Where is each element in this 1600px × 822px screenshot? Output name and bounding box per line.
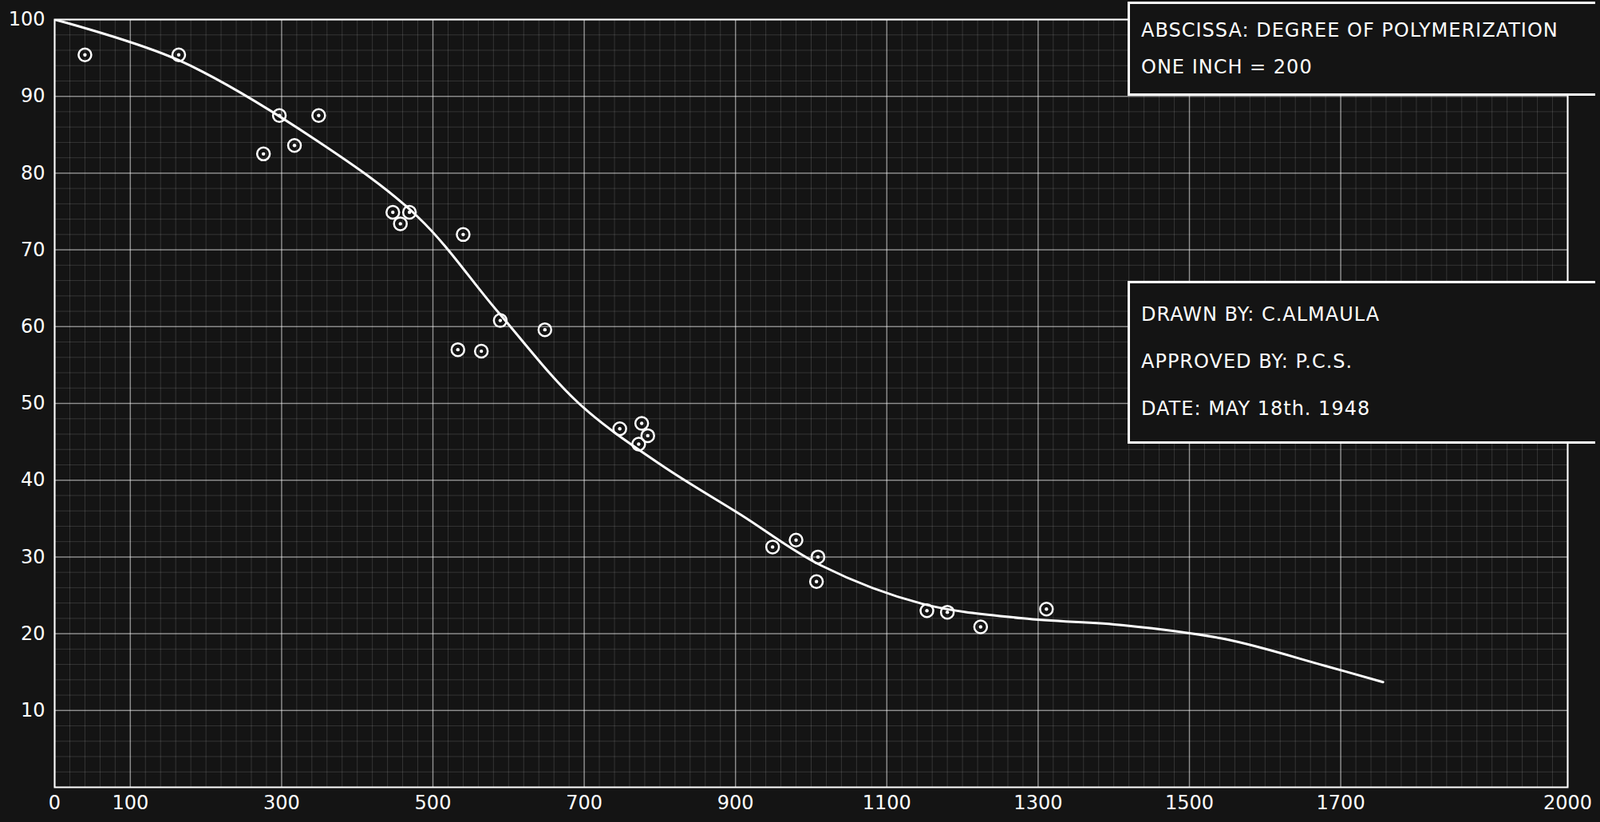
svg-text:100: 100 bbox=[111, 791, 149, 814]
svg-text:900: 900 bbox=[717, 791, 755, 814]
html-text:DRAWN BY: C.ALMAULA: DRAWN BY: C.ALMAULA bbox=[1141, 303, 1380, 326]
svg-text:100: 100 bbox=[8, 7, 46, 31]
svg-text:90: 90 bbox=[20, 84, 46, 107]
svg-text:700: 700 bbox=[565, 791, 603, 814]
svg-text:0: 0 bbox=[48, 791, 61, 814]
svg-text:10: 10 bbox=[20, 699, 46, 722]
svg-text:70: 70 bbox=[20, 238, 46, 261]
svg-text:500: 500 bbox=[414, 791, 452, 814]
svg-text:50: 50 bbox=[20, 391, 46, 415]
html-text:APPROVED BY: P.C.S.: APPROVED BY: P.C.S. bbox=[1141, 350, 1353, 373]
svg-text:80: 80 bbox=[20, 161, 46, 185]
svg-text:60: 60 bbox=[20, 315, 46, 338]
svg-text:1500: 1500 bbox=[1165, 791, 1214, 814]
svg-text:1300: 1300 bbox=[1013, 791, 1063, 814]
html-text:ONE INCH = 200: ONE INCH = 200 bbox=[1141, 55, 1313, 79]
svg-text:1100: 1100 bbox=[862, 791, 912, 814]
html-text:DATE: MAY 18th. 1948: DATE: MAY 18th. 1948 bbox=[1141, 397, 1371, 420]
svg-text:1700: 1700 bbox=[1316, 791, 1366, 814]
svg-text:30: 30 bbox=[20, 545, 46, 569]
svg-text:40: 40 bbox=[20, 468, 46, 491]
svg-text:300: 300 bbox=[263, 791, 301, 814]
html-text:ABSCISSA: DEGREE OF POLYMERIZA: ABSCISSA: DEGREE OF POLYMERIZATION bbox=[1141, 19, 1559, 42]
svg-text:20: 20 bbox=[20, 622, 46, 645]
svg-text:2000: 2000 bbox=[1543, 791, 1593, 814]
